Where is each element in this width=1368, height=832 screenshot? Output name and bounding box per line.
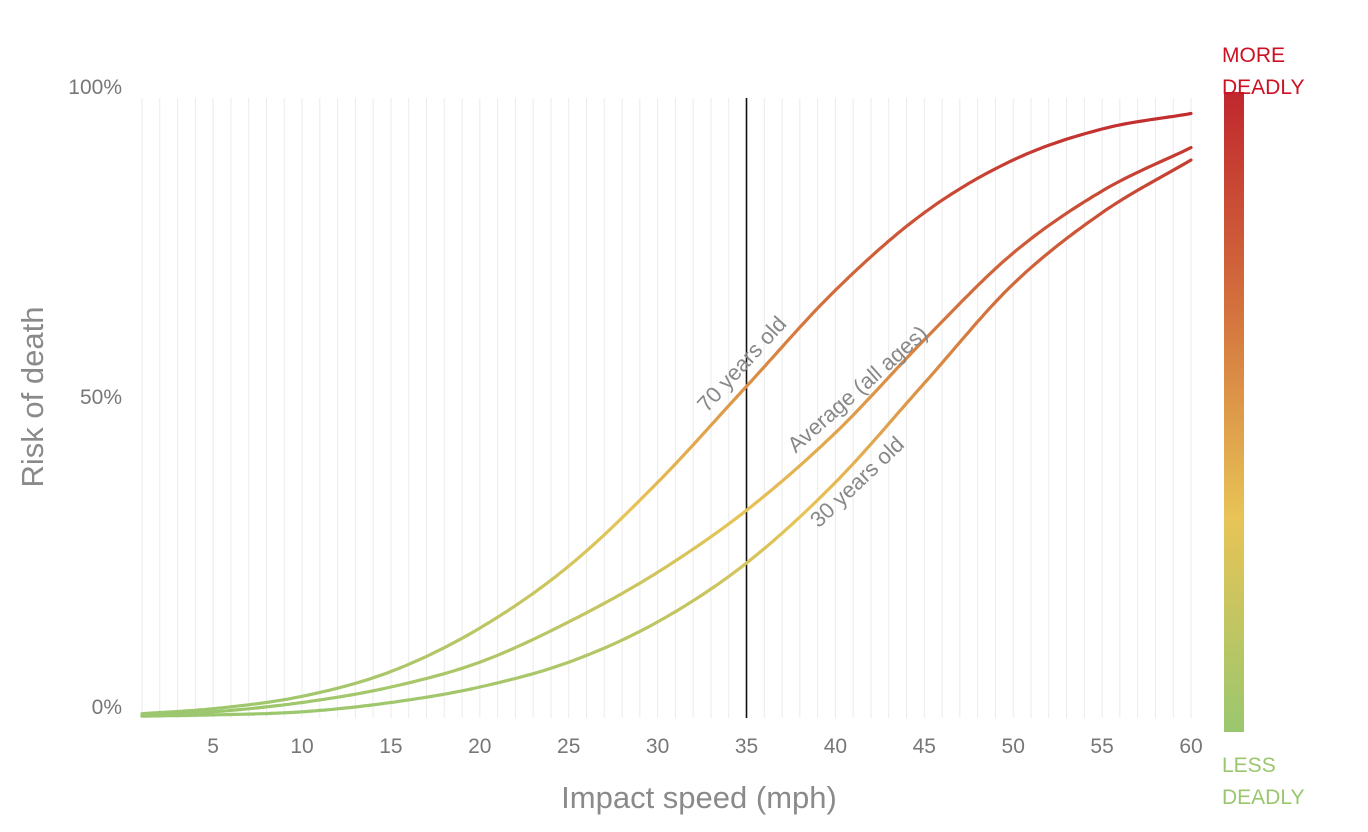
x-tick-label: 20 (468, 735, 491, 758)
x-tick-label: 55 (1090, 735, 1113, 758)
y-tick-label: 100% (68, 76, 122, 99)
curve-series-0 (140, 111, 1193, 716)
x-tick-labels: 5 10 15 20 25 30 35 40 45 50 55 60 (207, 735, 1202, 758)
curves (140, 111, 1193, 718)
curve-series-2 (140, 158, 1193, 718)
y-tick-label: 0% (92, 696, 122, 719)
y-tick-label: 50% (80, 386, 122, 409)
legend-top-label-line2: DEADLY (1222, 76, 1304, 99)
x-tick-label: 15 (379, 735, 402, 758)
color-scale-legend: MORE DEADLY LESS DEADLY (1222, 44, 1304, 809)
x-tick-label: 45 (913, 735, 936, 758)
x-tick-label: 60 (1179, 735, 1202, 758)
x-tick-label: 40 (824, 735, 847, 758)
y-axis-title: Risk of death (15, 307, 50, 488)
x-tick-label: 5 (207, 735, 219, 758)
curve-series-1 (140, 146, 1193, 717)
grid-lines (141, 98, 1192, 718)
legend-bottom-label-line1: LESS (1222, 754, 1276, 777)
legend-top-label-line1: MORE (1222, 44, 1285, 67)
color-scale-bar (1224, 92, 1244, 732)
x-axis-title: Impact speed (mph) (561, 780, 837, 815)
x-tick-label: 35 (735, 735, 758, 758)
x-tick-label: 10 (290, 735, 313, 758)
curve-label-0: 70 years old (692, 311, 791, 416)
curve-label-1: Average (all ages) (783, 320, 933, 457)
y-tick-labels: 0% 50% 100% (68, 76, 122, 719)
legend-bottom-label-line2: DEADLY (1222, 786, 1304, 809)
x-tick-label: 30 (646, 735, 669, 758)
x-tick-label: 50 (1002, 735, 1025, 758)
x-tick-label: 25 (557, 735, 580, 758)
